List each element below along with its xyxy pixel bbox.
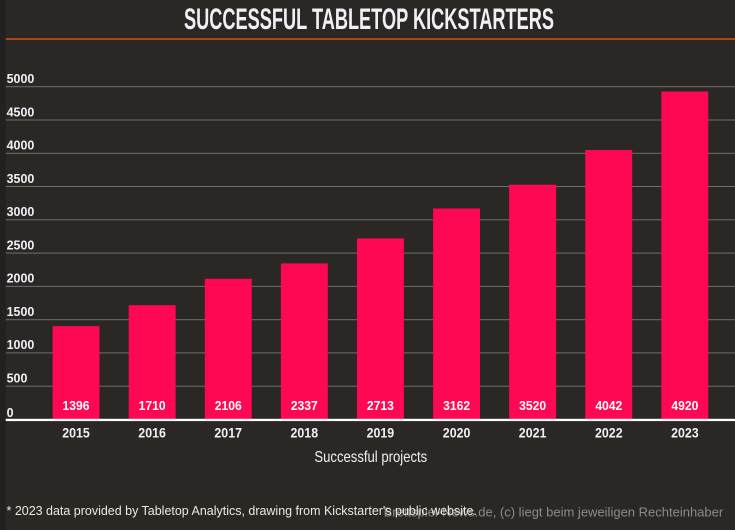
svg-text:3000: 3000 bbox=[7, 204, 35, 219]
svg-text:1710: 1710 bbox=[139, 399, 166, 413]
svg-text:3520: 3520 bbox=[519, 399, 546, 413]
svg-text:3162: 3162 bbox=[443, 399, 470, 413]
svg-text:2017: 2017 bbox=[214, 425, 242, 441]
svg-text:2000: 2000 bbox=[7, 270, 35, 285]
svg-text:* 2023 data provided by Tablet: * 2023 data provided by Tabletop Analyti… bbox=[7, 503, 477, 518]
svg-text:Successful projects: Successful projects bbox=[314, 449, 427, 466]
svg-text:2016: 2016 bbox=[138, 425, 166, 441]
svg-text:2020: 2020 bbox=[443, 425, 471, 441]
svg-text:2023: 2023 bbox=[671, 425, 699, 441]
svg-text:1396: 1396 bbox=[63, 399, 90, 413]
svg-text:4920: 4920 bbox=[671, 399, 698, 413]
svg-text:3500: 3500 bbox=[7, 171, 35, 186]
svg-text:2337: 2337 bbox=[291, 399, 318, 413]
svg-text:2021: 2021 bbox=[519, 425, 547, 441]
svg-text:4500: 4500 bbox=[7, 104, 35, 119]
svg-text:Brettspiel-News.de, (c) liegt: Brettspiel-News.de, (c) liegt beim jewei… bbox=[384, 505, 724, 520]
svg-text:4042: 4042 bbox=[595, 399, 622, 413]
svg-text:2500: 2500 bbox=[7, 237, 35, 252]
svg-text:2713: 2713 bbox=[367, 399, 394, 413]
svg-text:SUCCESSFUL TABLETOP KICKSTARTE: SUCCESSFUL TABLETOP KICKSTARTERS bbox=[184, 4, 554, 37]
svg-text:1000: 1000 bbox=[7, 337, 35, 352]
svg-text:500: 500 bbox=[7, 370, 28, 385]
svg-text:2022: 2022 bbox=[595, 425, 623, 441]
svg-text:2015: 2015 bbox=[62, 425, 90, 441]
svg-text:2019: 2019 bbox=[367, 425, 395, 441]
svg-text:2106: 2106 bbox=[215, 399, 242, 413]
svg-text:0: 0 bbox=[7, 405, 14, 420]
svg-text:1500: 1500 bbox=[7, 304, 35, 319]
svg-text:2018: 2018 bbox=[291, 425, 319, 441]
svg-text:5000: 5000 bbox=[7, 71, 35, 86]
svg-text:4000: 4000 bbox=[7, 137, 35, 152]
